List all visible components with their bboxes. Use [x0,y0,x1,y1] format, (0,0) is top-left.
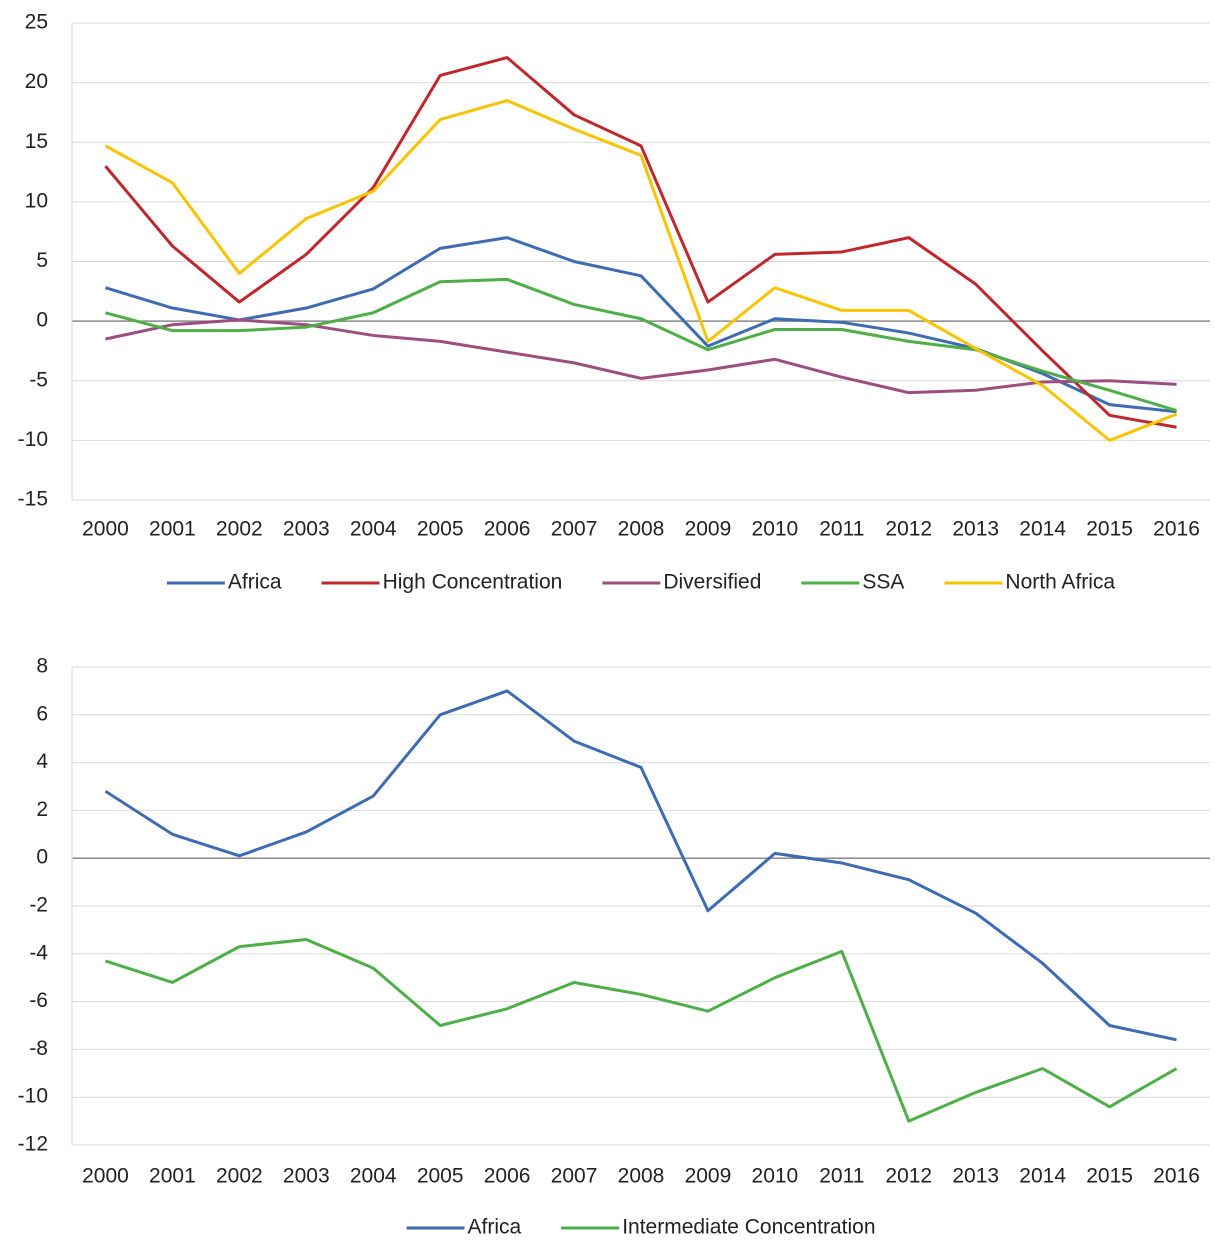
x-tick-label: 2011 [819,518,864,541]
series-line [104,56,1177,429]
x-tick-label: 2002 [216,1165,263,1188]
x-tick-label: 2016 [1153,518,1200,541]
x-tick-label: 2008 [618,518,665,541]
series-line [104,689,1177,1042]
x-tick-label: 2003 [283,518,330,541]
legend-label: Diversified [663,571,761,594]
x-tick-label: 2005 [417,1165,464,1188]
x-tick-label: 2007 [551,518,598,541]
legend-label: Africa [228,571,282,594]
series-line [105,937,1178,1123]
y-tick-label: 20 [25,70,48,93]
x-tick-label: 2003 [283,1165,330,1188]
x-tick-label: 2000 [82,1165,129,1188]
x-tick-label: 2015 [1086,518,1133,541]
x-tick-label: 2013 [952,1165,999,1188]
y-tick-label: 5 [36,249,48,272]
x-tick-label: 2013 [952,518,999,541]
x-tick-label: 2001 [149,1165,196,1188]
y-tick-label: -8 [29,1037,48,1060]
x-tick-label: 2008 [618,1165,665,1188]
y-tick-label: -6 [29,989,48,1012]
x-tick-label: 2010 [752,518,799,541]
y-tick-label: -10 [18,1085,48,1108]
x-tick-label: 2001 [149,518,196,541]
legend-label: SSA [862,571,904,594]
x-tick-label: 2007 [551,1165,598,1188]
x-tick-label: 2015 [1086,1165,1133,1188]
x-tick-label: 2012 [885,518,932,541]
x-tick-label: 2002 [216,518,263,541]
y-tick-label: 6 [36,702,48,725]
y-tick-label: -10 [18,428,48,451]
y-tick-label: -15 [18,488,48,511]
y-tick-label: -12 [18,1133,48,1156]
x-tick-label: 2004 [350,518,397,541]
y-tick-label: -4 [29,941,48,964]
x-tick-label: 2009 [685,518,732,541]
y-tick-label: 15 [25,130,48,153]
x-tick-label: 2011 [819,1165,864,1188]
series-line [104,99,1178,442]
x-tick-label: 2010 [752,1165,799,1188]
y-tick-label: 4 [36,750,48,773]
legend-label: North Africa [1005,571,1115,594]
x-tick-label: 2004 [350,1165,397,1188]
x-tick-label: 2005 [417,518,464,541]
y-tick-label: 25 [25,11,48,34]
x-tick-label: 2006 [484,518,531,541]
x-tick-label: 2012 [885,1165,932,1188]
x-tick-label: 2014 [1019,1165,1066,1188]
y-tick-label: 2 [36,798,48,821]
y-tick-label: -5 [29,368,48,391]
x-tick-label: 2016 [1153,1165,1200,1188]
legend-label: Intermediate Concentration [622,1216,875,1239]
x-tick-label: 2014 [1019,518,1066,541]
x-tick-label: 2009 [685,1165,732,1188]
series-line [105,277,1177,412]
y-tick-label: 0 [36,846,48,869]
series-line [105,318,1177,395]
y-tick-label: 10 [25,189,48,212]
y-tick-label: 8 [36,655,48,678]
x-tick-label: 2000 [82,518,129,541]
legend-label: Africa [468,1216,522,1239]
x-tick-label: 2006 [484,1165,531,1188]
legend-label: High Concentration [383,571,563,594]
y-tick-label: 0 [36,309,48,332]
y-tick-label: -2 [29,894,48,917]
